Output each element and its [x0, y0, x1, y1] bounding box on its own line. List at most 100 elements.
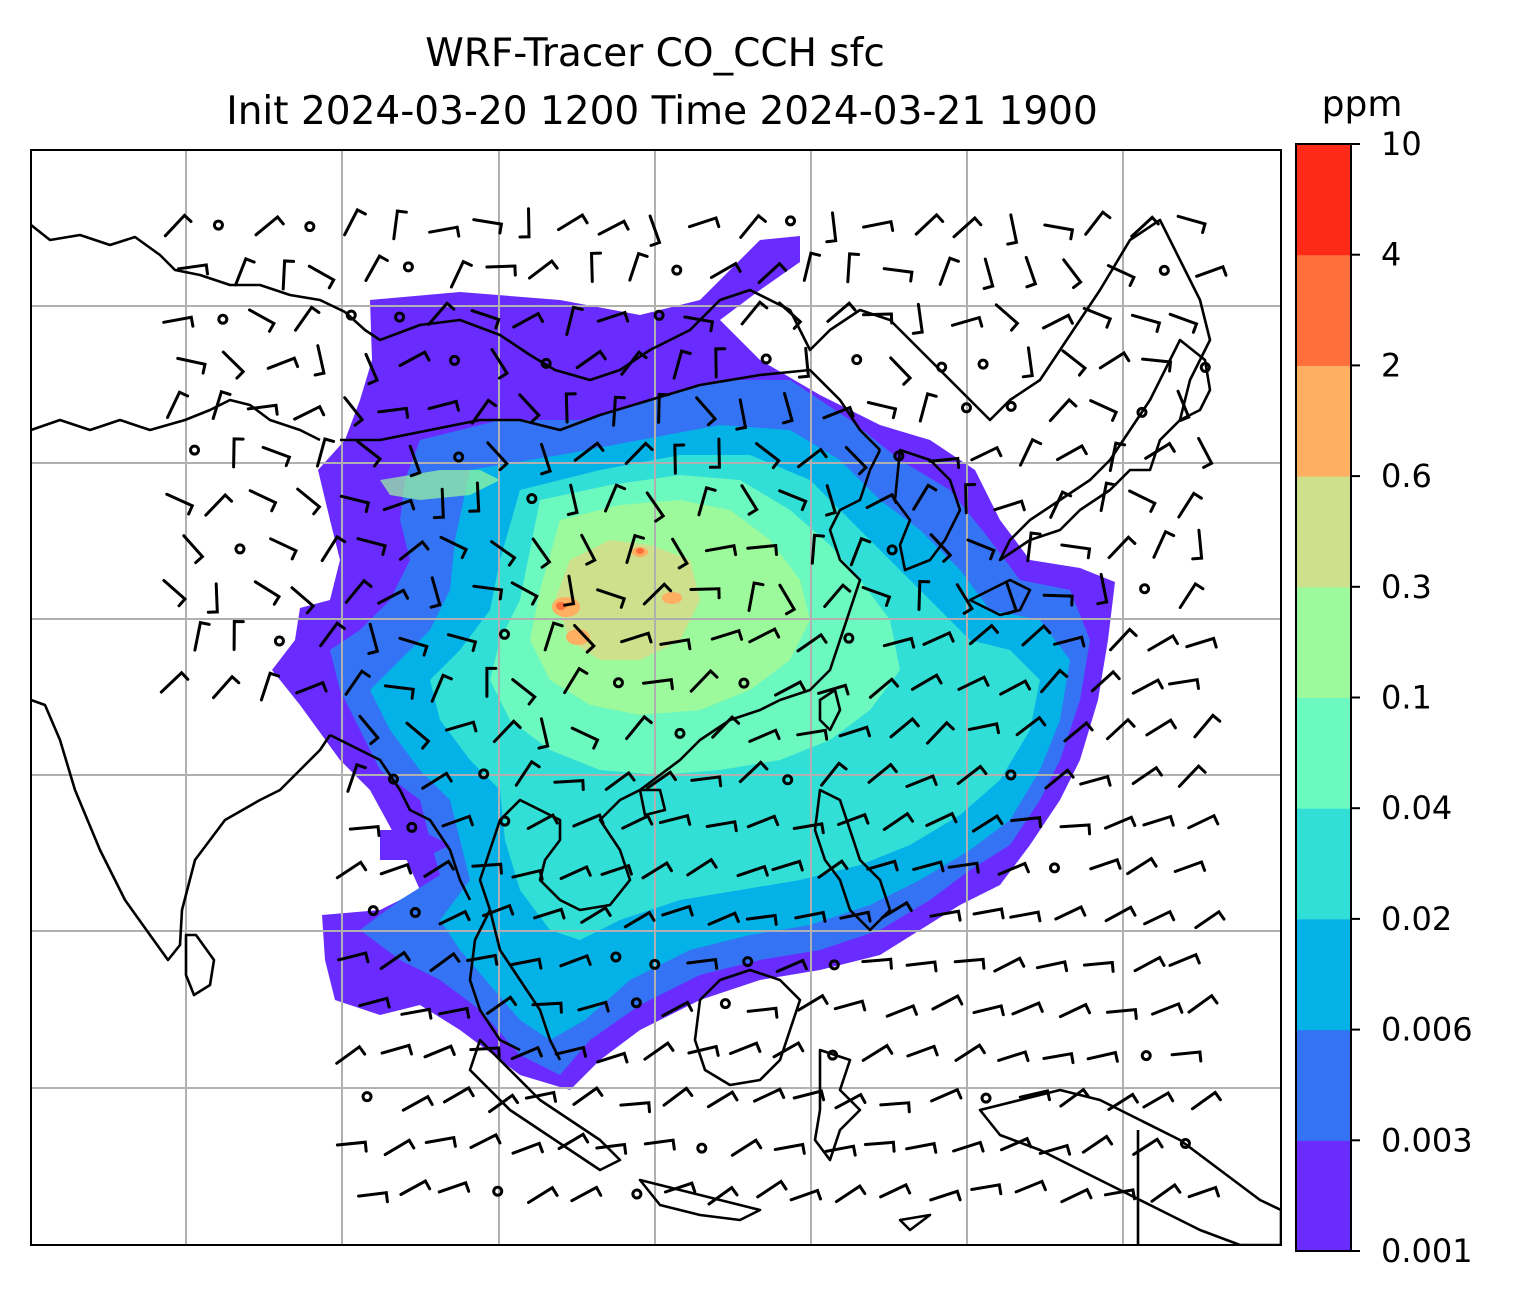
- wind-barb: [438, 1006, 471, 1019]
- calm-wind-circle: [782, 774, 794, 786]
- wind-barb: [690, 775, 723, 788]
- wind-barb: [1104, 905, 1137, 923]
- wind-barb: [1106, 717, 1136, 741]
- wind-barb: [686, 957, 719, 970]
- wind-barb: [470, 398, 498, 425]
- wind-barb: [997, 1050, 1030, 1063]
- map-panel: [31, 150, 1281, 1245]
- wind-barb: [559, 953, 592, 968]
- wind-barb: [967, 722, 1000, 735]
- wind-barb: [439, 535, 469, 560]
- wind-barb: [1011, 1001, 1044, 1016]
- wind-barb: [296, 487, 322, 516]
- wind-barb: [746, 543, 778, 556]
- wind-barb: [518, 393, 541, 423]
- wind-barb: [1107, 1092, 1139, 1111]
- wind-barb: [1054, 904, 1087, 921]
- wind-barb: [912, 483, 938, 511]
- wind-barb: [573, 441, 605, 462]
- wind-barb: [1176, 214, 1207, 234]
- wind-barb: [822, 405, 855, 420]
- wind-barb: [826, 301, 857, 323]
- wind-barb: [863, 1140, 896, 1153]
- wind-barb: [972, 907, 1005, 920]
- wind-barb: [994, 303, 1020, 332]
- wind-barb: [792, 822, 825, 835]
- wind-barb: [575, 349, 607, 370]
- wind-barb: [619, 1101, 651, 1114]
- wind-barb: [1021, 346, 1034, 379]
- wind-barb: [343, 396, 365, 427]
- calm-wind-circle: [1179, 1137, 1191, 1149]
- calm-wind-circle: [738, 677, 750, 689]
- wind-barb: [566, 483, 579, 516]
- wind-barb: [657, 392, 670, 424]
- wind-barb: [802, 251, 822, 282]
- wind-barb: [771, 859, 804, 872]
- wind-barb: [952, 215, 983, 239]
- wind-barb: [950, 315, 984, 328]
- wind-barb: [527, 1185, 559, 1204]
- wind-barb: [429, 576, 442, 609]
- calm-wind-circle: [1140, 1050, 1152, 1062]
- wind-barb: [1026, 531, 1042, 563]
- wind-barb: [833, 999, 867, 1012]
- wind-barb: [400, 1007, 433, 1020]
- wind-barb: [1144, 441, 1176, 460]
- wind-barb: [1021, 623, 1052, 647]
- wind-barb: [471, 862, 503, 875]
- wind-barb: [1177, 491, 1203, 519]
- wind-barb: [906, 1044, 939, 1058]
- wind-barb: [662, 1086, 694, 1107]
- colorbar-segment: [1296, 144, 1351, 256]
- calm-wind-circle: [1049, 862, 1061, 874]
- wind-barb: [930, 1087, 963, 1103]
- calm-wind-circle: [212, 219, 224, 231]
- calm-wind-circle: [1139, 583, 1151, 595]
- wind-barb: [861, 586, 892, 607]
- wind-barb: [1043, 223, 1075, 241]
- wind-barb: [307, 264, 336, 290]
- wind-barb: [254, 214, 285, 237]
- wind-barb: [1131, 678, 1164, 695]
- calm-wind-circle: [234, 543, 246, 555]
- wind-barb: [931, 993, 964, 1011]
- wind-barb: [445, 720, 478, 733]
- calm-wind-circle: [886, 544, 898, 556]
- wind-barb: [166, 390, 190, 419]
- wind-barb: [709, 261, 742, 279]
- wind-barb: [356, 440, 383, 468]
- wind-barb: [348, 824, 381, 837]
- calm-wind-circle: [785, 215, 797, 227]
- figure-title-line1: WRF-Tracer CO_CCH sfc: [425, 31, 885, 76]
- wind-barb: [846, 252, 861, 284]
- wind-barb: [1084, 210, 1112, 236]
- calm-wind-circle: [960, 402, 972, 414]
- coastline-new-guinea: [978, 1088, 1281, 1245]
- wind-barb: [1106, 1007, 1138, 1020]
- wind-barb: [866, 859, 899, 872]
- wind-barb: [177, 263, 209, 276]
- wind-barb: [661, 1000, 694, 1018]
- wind-barb: [625, 533, 645, 564]
- wind-barb: [1150, 1182, 1182, 1203]
- wind-barb: [380, 1043, 413, 1056]
- wind-barb: [511, 1141, 544, 1155]
- wind-barb: [620, 631, 653, 644]
- calm-wind-circle: [719, 998, 731, 1010]
- wind-barb: [382, 498, 416, 512]
- wind-barb: [510, 1045, 543, 1061]
- wind-barb: [553, 779, 585, 791]
- wind-barb: [1126, 856, 1158, 876]
- wind-barb: [910, 673, 943, 691]
- wind-barb: [1168, 677, 1200, 690]
- wind-barb: [488, 1093, 520, 1114]
- wind-barb: [398, 539, 430, 561]
- wind-barb: [922, 630, 955, 646]
- wind-barb: [1142, 814, 1175, 827]
- calm-wind-circle: [492, 1185, 504, 1197]
- wind-barb: [1042, 593, 1074, 607]
- wind-barb: [778, 301, 803, 330]
- calm-wind-circle: [361, 1091, 373, 1103]
- wind-barb: [1177, 763, 1207, 788]
